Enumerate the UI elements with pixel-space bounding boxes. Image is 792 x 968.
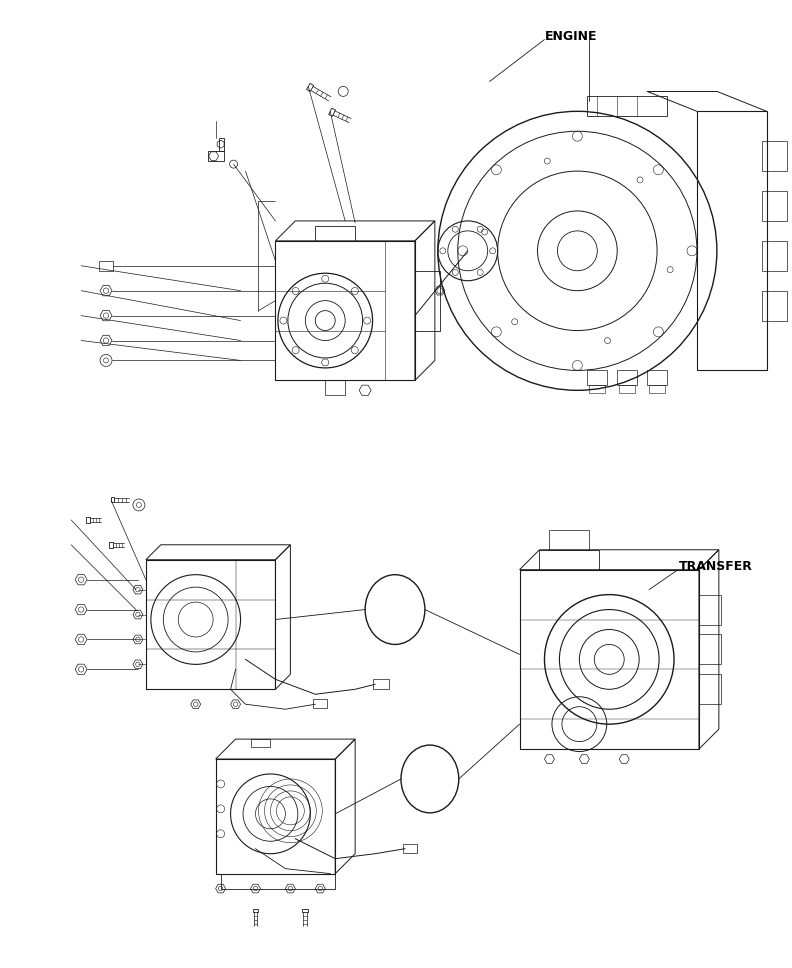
Bar xyxy=(762,290,786,320)
Bar xyxy=(250,740,270,747)
Bar xyxy=(762,241,786,271)
Bar xyxy=(99,260,113,271)
Bar xyxy=(539,550,600,570)
Bar xyxy=(617,371,637,385)
Bar xyxy=(314,699,327,709)
Bar xyxy=(619,385,635,393)
Bar xyxy=(589,385,605,393)
Bar xyxy=(647,371,667,385)
Bar xyxy=(762,191,786,221)
Bar xyxy=(699,594,721,624)
Bar xyxy=(403,844,417,853)
Bar xyxy=(699,675,721,705)
Bar xyxy=(373,680,389,689)
Text: TRANSFER: TRANSFER xyxy=(679,560,753,573)
Bar xyxy=(762,141,786,171)
Bar xyxy=(588,371,607,385)
Bar xyxy=(550,529,589,550)
Bar xyxy=(326,380,345,395)
Bar xyxy=(649,385,665,393)
Bar xyxy=(221,874,335,889)
Bar xyxy=(588,97,667,116)
Bar xyxy=(699,634,721,664)
Text: ENGINE: ENGINE xyxy=(544,30,597,43)
